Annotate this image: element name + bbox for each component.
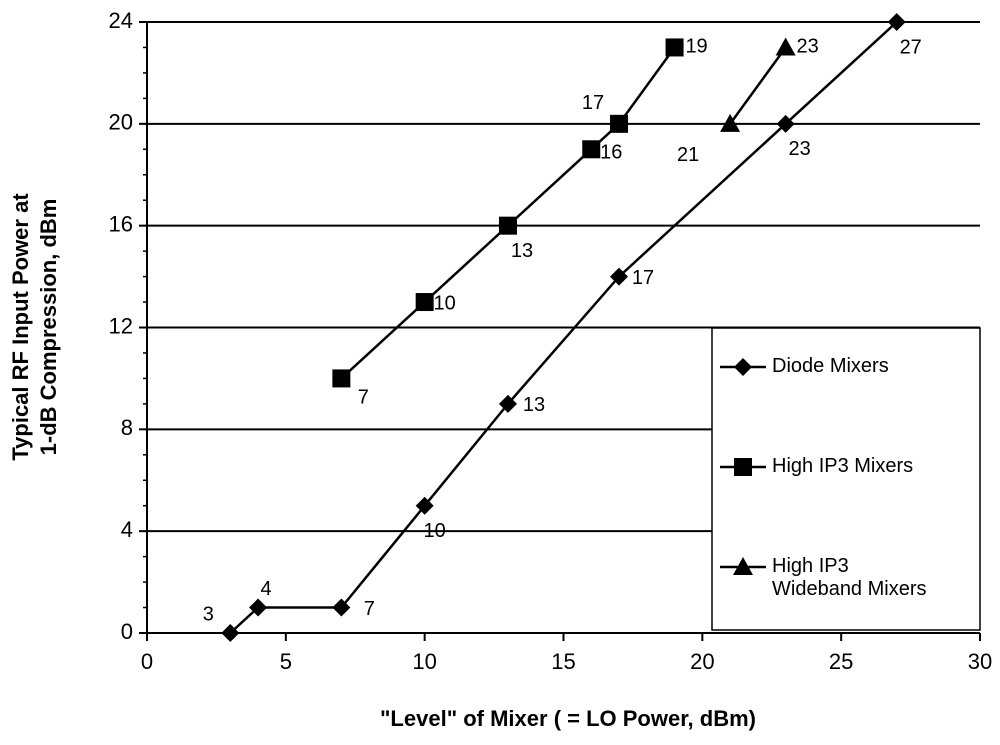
data-label: 13: [523, 394, 545, 416]
y-tick-label: 0: [121, 619, 133, 644]
data-label: 7: [358, 387, 369, 409]
marker: [332, 598, 351, 617]
marker: [733, 557, 753, 575]
legend-box: [711, 327, 981, 631]
marker: [221, 624, 240, 642]
marker: [887, 13, 906, 31]
data-label: 10: [434, 292, 456, 314]
marker: [415, 293, 434, 312]
data-label: 16: [600, 142, 622, 164]
x-axis-label: "Level" of Mixer ( = LO Power, dBm): [380, 706, 756, 731]
legend-label: High IP3 Mixers: [772, 455, 914, 477]
marker: [498, 394, 517, 413]
x-tick-label: 20: [690, 649, 714, 674]
marker: [734, 458, 752, 476]
data-label: 13: [511, 240, 533, 262]
y-tick-label: 24: [109, 8, 133, 33]
marker: [332, 369, 351, 388]
data-label: 4: [261, 578, 272, 600]
legend-label: High IP3 Wideband Mixers: [772, 555, 927, 600]
marker: [249, 598, 268, 617]
x-tick-label: 25: [829, 649, 853, 674]
marker: [665, 38, 684, 57]
y-tick-label: 4: [121, 517, 133, 542]
x-tick-label: 30: [968, 649, 992, 674]
y-axis-label: 1-dB Compression, dBm: [36, 199, 61, 456]
data-label: 19: [685, 36, 707, 58]
x-tick-label: 0: [141, 649, 153, 674]
marker: [610, 114, 629, 133]
x-tick-label: 10: [412, 649, 436, 674]
data-label: 7: [364, 598, 375, 620]
series-line: [229, 21, 898, 634]
x-tick-label: 15: [551, 649, 575, 674]
data-label: 3: [203, 603, 214, 625]
data-label: 23: [797, 36, 819, 58]
marker: [776, 114, 795, 133]
marker: [734, 358, 752, 376]
series-line: [729, 46, 787, 125]
x-tick-label: 5: [280, 649, 292, 674]
data-label: 23: [789, 138, 811, 160]
series-line: [340, 46, 676, 380]
y-tick-label: 8: [121, 415, 133, 440]
data-label: 21: [677, 144, 699, 166]
marker: [582, 140, 601, 159]
marker: [610, 267, 629, 286]
marker: [720, 113, 741, 132]
y-tick-label: 12: [109, 313, 133, 338]
y-tick-label: 20: [109, 110, 133, 135]
data-label: 10: [424, 520, 446, 542]
y-tick-label: 16: [109, 211, 133, 236]
marker: [775, 37, 796, 56]
data-label: 17: [582, 92, 604, 114]
y-axis-label: Typical RF Input Power at: [8, 193, 33, 461]
data-label: 17: [632, 267, 654, 289]
marker: [498, 216, 517, 235]
data-label: 27: [900, 36, 922, 58]
marker: [415, 496, 434, 515]
legend-label: Diode Mixers: [772, 355, 889, 377]
